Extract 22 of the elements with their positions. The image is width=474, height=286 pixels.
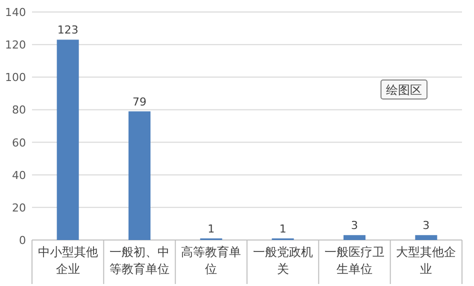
data-label: 1: [208, 222, 215, 236]
y-tick-label: 80: [12, 104, 26, 117]
y-tick-label: 60: [12, 136, 26, 150]
x-tick-label: 一般党政机关: [252, 245, 313, 276]
y-tick-label: 0: [19, 234, 26, 247]
data-label: 123: [57, 24, 78, 37]
y-tick-label: 20: [12, 201, 26, 214]
x-tick-label: 中小型其他企业: [38, 245, 98, 276]
annotation: 绘图区: [386, 83, 422, 97]
data-label: 3: [351, 219, 358, 232]
annotation: 绘图区: [380, 80, 428, 100]
y-tick-label: 40: [12, 168, 26, 182]
x-tick-label: 大型其他企业: [396, 245, 456, 276]
x-tick-label: 一般医疗卫生单位: [324, 245, 384, 276]
x-tick-label: 高等教育单位: [181, 245, 242, 276]
data-label: 79: [132, 95, 146, 108]
x-tick-label: 一般初、中等教育单位: [110, 245, 170, 276]
y-tick-label: 140: [5, 6, 26, 19]
y-tick-label: 100: [5, 71, 26, 84]
y-tick-label: 120: [5, 38, 26, 52]
data-label: 1: [279, 222, 286, 236]
data-label: 3: [422, 219, 430, 232]
